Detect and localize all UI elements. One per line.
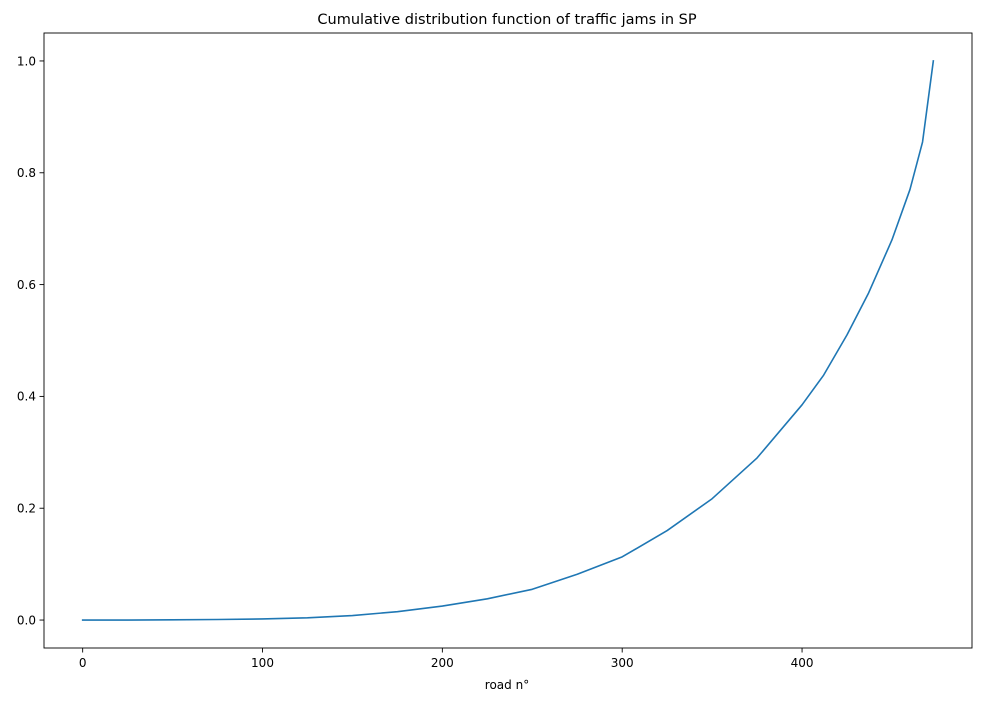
plot-area [43, 32, 973, 649]
y-tick-label: 0.6 [17, 278, 36, 292]
series-line-0 [81, 60, 935, 621]
x-tick-label: 300 [611, 656, 634, 670]
y-tick-label: 0.2 [17, 502, 36, 516]
y-tick-label: 1.0 [17, 54, 36, 68]
y-tick-label: 0.4 [17, 390, 36, 404]
y-axis: 0.0 0.2 0.4 0.6 0.8 1.0 [17, 54, 44, 627]
y-tick-label: 0.0 [17, 613, 36, 627]
x-tick-label: 0 [79, 656, 87, 670]
y-tick-label: 0.8 [17, 166, 36, 180]
x-tick-label: 400 [791, 656, 814, 670]
x-tick-label: 100 [251, 656, 274, 670]
chart-title: Cumulative distribution function of traf… [317, 12, 696, 28]
x-axis-label: road n° [485, 678, 529, 692]
x-axis: 0 100 200 300 400 [79, 648, 814, 670]
x-tick-label: 200 [431, 656, 454, 670]
plot-frame [43, 32, 973, 649]
